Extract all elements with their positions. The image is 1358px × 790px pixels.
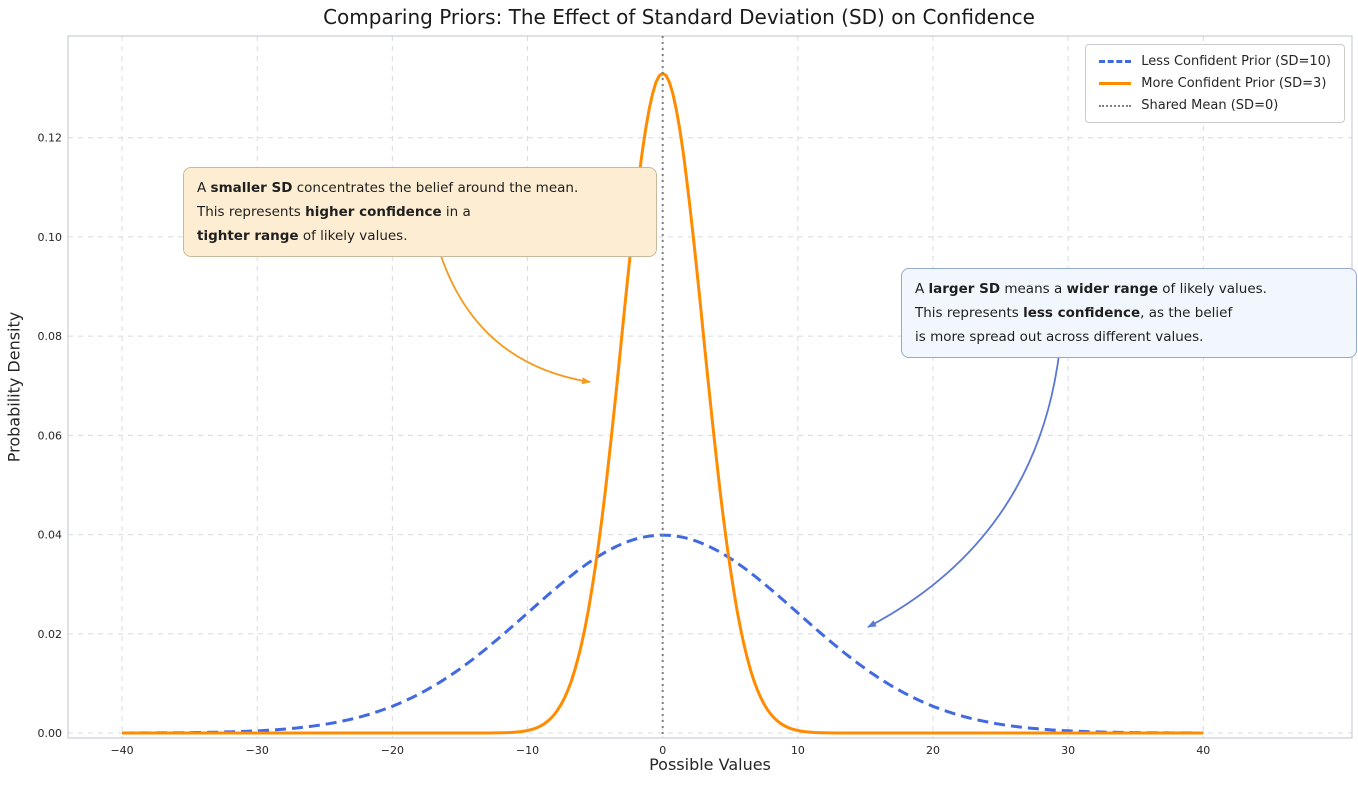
- plot-border: [67, 35, 1353, 739]
- annotation-arrow-1: [867, 346, 1061, 628]
- y-tick-label: 0.08: [38, 330, 63, 343]
- y-tick-label: 0.02: [38, 628, 63, 641]
- x-tick-label: −10: [516, 744, 539, 757]
- legend-entry: More Confident Prior (SD=3): [1099, 76, 1331, 91]
- annotation-larger-sd: A larger SD means a wider range of likel…: [901, 268, 1357, 358]
- legend-line-sample: [1099, 104, 1132, 107]
- legend-line-sample: [1099, 82, 1132, 85]
- legend-entry: Shared Mean (SD=0): [1099, 98, 1331, 113]
- legend: Less Confident Prior (SD=10) More Confide…: [1085, 44, 1345, 123]
- y-axis-label: Probability Density: [4, 311, 24, 463]
- x-tick-label: −30: [246, 744, 269, 757]
- x-tick-label: 10: [791, 744, 805, 757]
- annotation-line: This represents less confidence, as the …: [915, 305, 1233, 321]
- y-tick-label: 0.04: [38, 529, 63, 542]
- x-tick-label: −40: [110, 744, 133, 757]
- legend-label: Shared Mean (SD=0): [1141, 98, 1279, 113]
- chart-title: Comparing Priors: The Effect of Standard…: [323, 5, 1035, 29]
- y-tick-label: 0.00: [38, 727, 63, 740]
- x-tick-label: −20: [381, 744, 404, 757]
- legend-entry: Less Confident Prior (SD=10): [1099, 54, 1331, 69]
- y-tick-label: 0.06: [38, 429, 63, 442]
- y-tick-label: 0.12: [38, 132, 63, 145]
- annotation-line: This represents higher confidence in a: [197, 204, 471, 220]
- legend-label: More Confident Prior (SD=3): [1141, 76, 1327, 91]
- annotation-line: tighter range of likely values.: [197, 228, 408, 244]
- annotation-line: A larger SD means a wider range of likel…: [915, 281, 1267, 297]
- annotation-line: is more spread out across different valu…: [915, 329, 1204, 345]
- annotation-smaller-sd: A smaller SD concentrates the belief aro…: [183, 167, 657, 257]
- annotation-line: A smaller SD concentrates the belief aro…: [197, 180, 579, 196]
- x-tick-label: 20: [926, 744, 940, 757]
- x-tick-label: 0: [659, 744, 666, 757]
- series-group: [122, 36, 1204, 738]
- x-axis-label: Possible Values: [649, 755, 771, 774]
- legend-label: Less Confident Prior (SD=10): [1141, 54, 1331, 69]
- x-tick-label: 30: [1061, 744, 1075, 757]
- y-tick-label: 0.10: [38, 231, 63, 244]
- x-tick-label: 40: [1196, 744, 1210, 757]
- annotation-arrow-0: [439, 252, 591, 385]
- legend-line-sample: [1099, 60, 1132, 63]
